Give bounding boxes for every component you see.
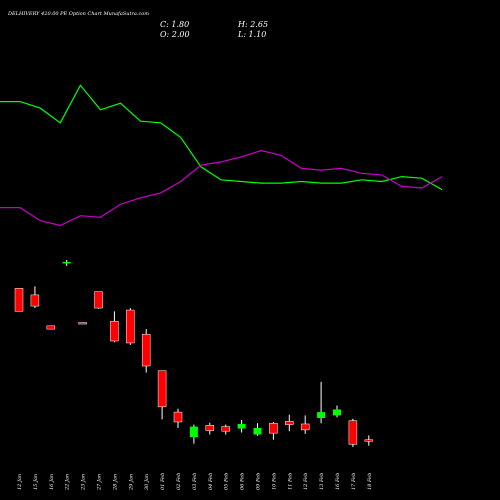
candle-body bbox=[46, 325, 56, 330]
candle bbox=[285, 414, 294, 432]
candle-body bbox=[364, 439, 374, 442]
x-tick-label: 23 Jan bbox=[81, 474, 87, 491]
candle bbox=[157, 370, 167, 420]
candle bbox=[173, 408, 183, 428]
x-axis-labels: 12 Jan 15 Jan 16 Jan 22 Jan 23 Jan 27 Jan 28 J… bbox=[17, 473, 373, 491]
indicator-lines bbox=[0, 84, 443, 227]
candle bbox=[110, 311, 119, 343]
x-tick-label: 11 Feb bbox=[287, 473, 293, 490]
x-tick-label: 28 Jan bbox=[112, 474, 118, 491]
candles bbox=[14, 260, 374, 447]
x-tick-label: 29 Jan bbox=[128, 474, 134, 491]
candle bbox=[269, 421, 278, 440]
candle-body bbox=[205, 425, 215, 431]
candle-body bbox=[14, 288, 24, 312]
candle bbox=[348, 418, 358, 447]
candle bbox=[300, 415, 310, 434]
candle bbox=[62, 260, 71, 266]
candle-body bbox=[30, 294, 40, 307]
candle bbox=[364, 435, 374, 446]
x-tick-label: 30 Jan bbox=[144, 474, 150, 490]
open-value: O: 2.00 bbox=[160, 30, 190, 39]
candle-body bbox=[269, 423, 278, 434]
x-tick-label: 18 Feb bbox=[367, 473, 373, 490]
candle bbox=[14, 288, 24, 312]
candle-body bbox=[253, 427, 262, 435]
x-tick-label: 13 Feb bbox=[319, 473, 325, 490]
candle bbox=[141, 329, 151, 373]
candle-body bbox=[285, 421, 294, 425]
low-value: L: 1.10 bbox=[237, 30, 266, 39]
candle-body bbox=[333, 409, 341, 416]
candle bbox=[253, 423, 262, 436]
candle-body bbox=[189, 426, 198, 438]
candle-body bbox=[62, 261, 71, 264]
x-tick-label: 17 Feb bbox=[351, 473, 357, 490]
x-tick-label: 03 Feb bbox=[192, 473, 198, 490]
candle-body bbox=[317, 412, 326, 419]
x-tick-label: 16 Feb bbox=[335, 473, 341, 490]
candle bbox=[46, 325, 56, 330]
candle-body bbox=[94, 291, 103, 309]
x-tick-label: 09 Feb bbox=[256, 473, 262, 490]
candle-body bbox=[157, 370, 167, 408]
candle-body bbox=[237, 423, 246, 429]
candle-body bbox=[126, 309, 135, 344]
x-tick-label: 15 Jan bbox=[33, 474, 39, 490]
x-tick-label: 10 Feb bbox=[271, 473, 277, 490]
x-tick-label: 12 Jan bbox=[17, 474, 23, 490]
x-tick-label: 22 Jan bbox=[65, 474, 71, 491]
close-value: C: 1.80 bbox=[160, 20, 189, 29]
x-tick-label: 16 Jan bbox=[49, 474, 55, 490]
x-tick-label: 02 Feb bbox=[176, 473, 182, 490]
candle bbox=[30, 286, 40, 309]
x-tick-label: 05 Feb bbox=[224, 473, 230, 490]
candle bbox=[126, 308, 135, 345]
x-tick-label: 01 Feb bbox=[160, 473, 166, 490]
high-value: H: 2.65 bbox=[237, 20, 268, 29]
candle-body bbox=[300, 423, 310, 431]
x-tick-label: 27 Jan bbox=[97, 474, 103, 491]
candle-body bbox=[221, 426, 230, 432]
candle bbox=[237, 420, 246, 433]
candle-body bbox=[173, 411, 183, 423]
x-tick-label: 12 Feb bbox=[303, 473, 309, 490]
candle bbox=[317, 381, 326, 424]
candle bbox=[94, 291, 103, 309]
candle bbox=[221, 424, 230, 435]
candle bbox=[189, 424, 198, 444]
candle bbox=[78, 322, 87, 325]
indicator-line-1 bbox=[0, 84, 443, 191]
x-tick-label: 06 Feb bbox=[240, 473, 246, 490]
chart-title: DELHIVERY 420.00 PE Option Chart MunafaS… bbox=[7, 11, 149, 17]
candle-body bbox=[348, 420, 358, 445]
candle-body bbox=[78, 322, 87, 325]
candle-body bbox=[110, 320, 119, 342]
candle-body bbox=[141, 334, 151, 367]
indicator-line-2 bbox=[0, 149, 443, 227]
candle bbox=[333, 405, 341, 418]
candle bbox=[205, 422, 215, 435]
x-tick-label: 04 Feb bbox=[208, 473, 214, 490]
